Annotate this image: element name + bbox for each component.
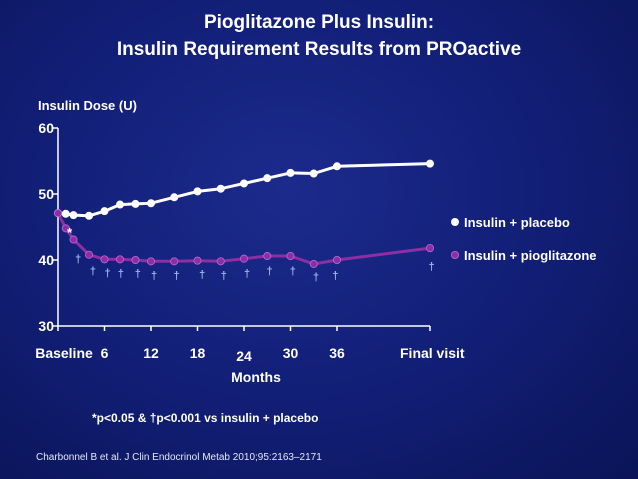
data-point	[69, 211, 78, 220]
y-axis-label: Insulin Dose (U)	[38, 98, 137, 113]
footnote: *p<0.05 & †p<0.001 vs insulin + placebo	[92, 411, 319, 425]
y-tick-label: 30	[38, 318, 54, 334]
data-point	[425, 159, 434, 168]
data-point	[263, 252, 272, 261]
dagger-marker: †	[428, 261, 434, 273]
dagger-marker: †	[244, 268, 250, 280]
data-point	[239, 254, 248, 263]
data-point	[170, 193, 179, 202]
dagger-marker: †	[267, 266, 273, 278]
asterisk-marker: *	[67, 225, 73, 240]
dagger-marker: †	[290, 266, 296, 278]
dagger-marker: †	[135, 268, 141, 280]
data-point	[116, 200, 125, 209]
data-point	[61, 224, 70, 233]
data-point	[263, 174, 272, 183]
data-point	[131, 199, 140, 208]
legend-marker-placebo	[450, 217, 459, 226]
data-point	[85, 250, 94, 259]
dagger-marker: †	[199, 269, 205, 281]
data-point	[309, 169, 318, 178]
data-point	[216, 257, 225, 266]
series-line-placebo	[57, 162, 431, 218]
data-point	[100, 255, 109, 264]
legend-label-placebo: Insulin + placebo	[464, 215, 570, 230]
y-tick-label: 50	[38, 186, 54, 202]
data-point	[100, 207, 109, 216]
legend-label-pioglitazone: Insulin + pioglitazone	[464, 248, 597, 263]
data-point	[116, 255, 125, 264]
dagger-marker: †	[313, 271, 319, 283]
dagger-marker: †	[332, 270, 338, 282]
data-point	[61, 209, 70, 218]
data-point	[146, 199, 155, 208]
data-point	[332, 162, 341, 171]
x-tick-label: 18	[190, 345, 206, 361]
dagger-marker: †	[105, 268, 111, 280]
x-tick-label: 30	[283, 345, 299, 361]
data-point	[239, 179, 248, 188]
data-point	[286, 252, 295, 261]
x-tick-label: 6	[101, 345, 109, 361]
data-point	[170, 257, 179, 266]
dagger-marker: †	[90, 266, 96, 278]
dagger-marker: †	[75, 254, 81, 266]
data-point	[425, 244, 434, 253]
data-point	[309, 259, 318, 268]
dagger-marker: †	[151, 270, 157, 282]
y-tick-label: 60	[38, 120, 54, 136]
title-line-2: Insulin Requirement Results from PROacti…	[116, 39, 522, 60]
data-point	[286, 168, 295, 177]
data-point	[54, 209, 63, 218]
data-point	[332, 255, 341, 264]
title-line-1: Pioglitazone Plus Insulin:	[203, 12, 435, 33]
data-point	[131, 255, 140, 264]
legend-marker-pioglitazone	[450, 250, 459, 259]
dagger-marker: †	[221, 270, 227, 282]
data-point	[216, 184, 225, 193]
dagger-marker: †	[174, 270, 180, 282]
data-point	[146, 257, 155, 266]
data-point	[85, 211, 94, 220]
x-tick-label: 24	[236, 348, 252, 364]
x-axis-label: Months	[231, 369, 281, 385]
x-tick-label: 36	[329, 345, 345, 361]
data-point	[69, 235, 78, 244]
x-tick-label: Baseline	[35, 345, 93, 361]
y-tick-label: 40	[38, 252, 54, 268]
x-tick-label: 12	[143, 345, 159, 361]
citation: Charbonnel B et al. J Clin Endocrinol Me…	[36, 452, 322, 463]
data-point	[193, 187, 202, 196]
data-point	[193, 256, 202, 265]
dagger-marker: †	[118, 268, 124, 280]
x-tick-label: Final visit	[400, 345, 465, 361]
